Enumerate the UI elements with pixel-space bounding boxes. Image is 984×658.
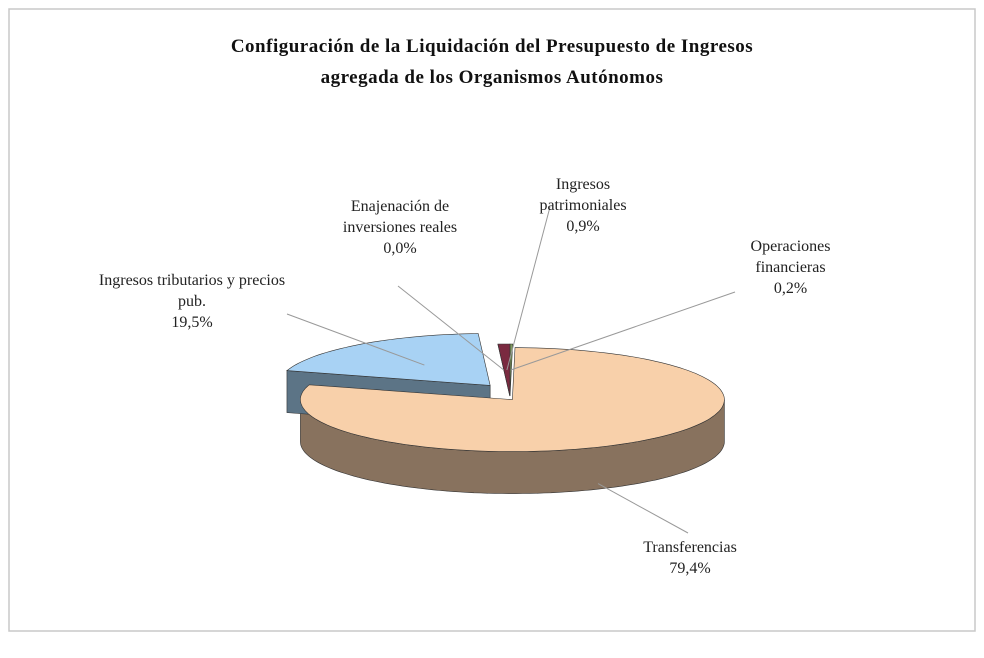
slice-value: 0,9%: [566, 218, 600, 235]
data-label: Ingresos patrimoniales 0,9%: [518, 174, 648, 237]
slice-value: 79,4%: [669, 560, 711, 577]
data-label: Transferencias 79,4%: [615, 537, 765, 579]
slice-name: Operaciones financieras: [750, 238, 831, 276]
slice-name: Ingresos tributarios y precios pub.: [98, 272, 286, 310]
leader-line: [510, 291, 736, 371]
data-label: Ingresos tributarios y precios pub. 19,5%: [92, 270, 292, 333]
pie-slice: [497, 343, 511, 397]
leader-line: [397, 285, 505, 371]
leader-line: [597, 483, 689, 534]
data-label: Operaciones financieras 0,2%: [728, 236, 853, 299]
chart-title: agregada de los Organismos Autónomos: [320, 67, 664, 88]
slice-value: 19,5%: [171, 314, 213, 331]
data-label: Enajenación de inversiones reales 0,0%: [320, 196, 480, 259]
pie-slice: [300, 347, 725, 452]
slice-name: Ingresos patrimoniales: [539, 176, 627, 214]
leader-line: [506, 206, 551, 371]
slice-value: 0,0%: [383, 240, 417, 257]
slice-value: 0,2%: [773, 280, 808, 297]
leader-line: [286, 313, 425, 366]
slice-name: Transferencias: [643, 539, 737, 556]
chart-frame: [8, 8, 976, 632]
slice-name: Enajenación de inversiones reales: [342, 198, 458, 236]
chart-title: Configuración de la Liquidación del Pres…: [230, 36, 754, 57]
pie-slice: [286, 333, 491, 386]
